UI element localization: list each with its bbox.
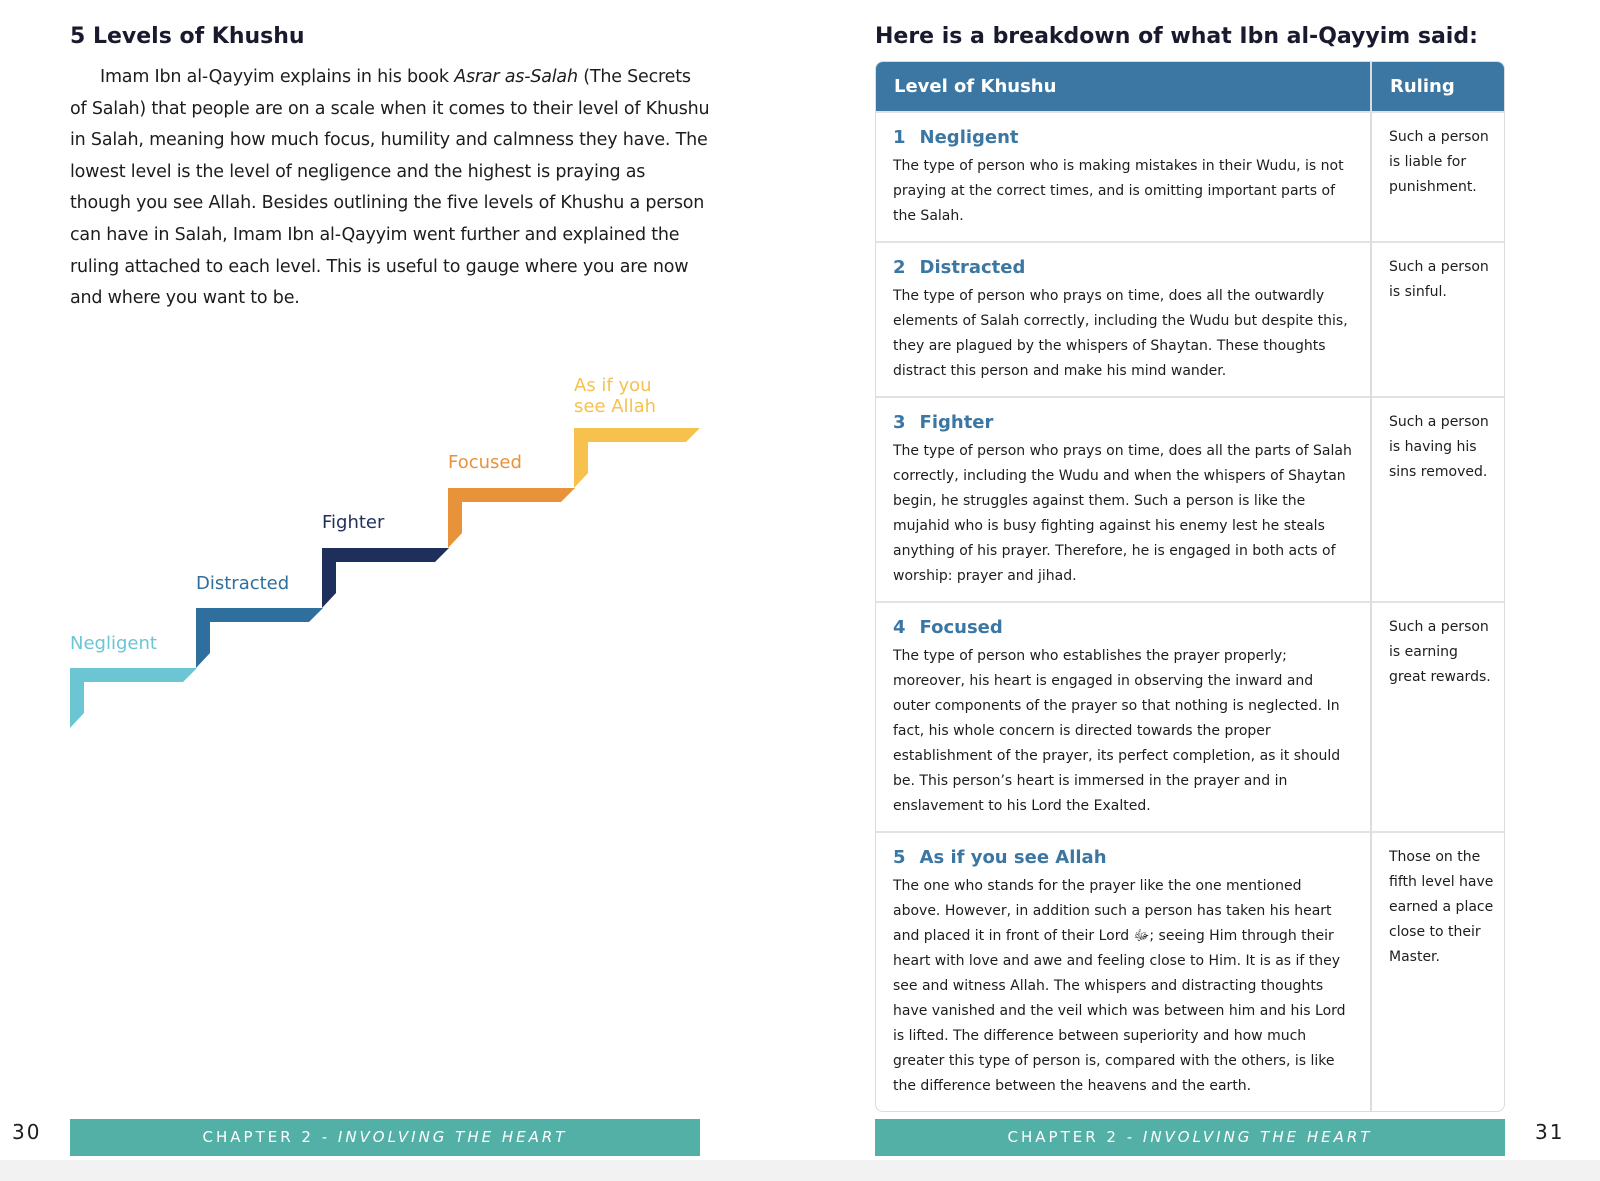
table-row: 1 Negligent The type of person who is maki… [876, 111, 1504, 241]
level-heading: 2 Distracted [893, 255, 1352, 280]
level-heading: 1 Negligent [893, 125, 1352, 150]
header-cell: Level of Khushu [876, 62, 1370, 111]
table-body: 1 Negligent The type of person who is maki… [876, 111, 1504, 1111]
stair-label: Negligent [70, 633, 157, 654]
chapter-subtitle: INVOLVING THE HEART [1142, 1128, 1373, 1146]
level-name: Negligent [919, 127, 1019, 148]
text: Imam Ibn al-Qayyim explains in his book [100, 67, 455, 87]
level-cell: 1 Negligent The type of person who is maki… [876, 111, 1370, 241]
table-row: 2 Distracted The type of person who prays … [876, 241, 1504, 396]
chapter-footer: CHAPTER 2 - INVOLVING THE HEART [70, 1119, 700, 1156]
header-cell: Ruling [1370, 62, 1504, 111]
stair-step [448, 488, 575, 548]
level-number: 5 [893, 847, 906, 868]
book-title: Asrar as-Salah [454, 67, 578, 87]
level-cell: 4 Focused The type of person who establish… [876, 601, 1370, 831]
level-cell: 5 As if you see Allah The one who stands f… [876, 831, 1370, 1111]
chapter: CHAPTER 2 - [202, 1128, 338, 1146]
table-row: 4 Focused The type of person who establish… [876, 601, 1504, 831]
khushu-table: Level of Khushu Ruling 1 Negligent The typ… [875, 61, 1505, 1112]
ruling-cell: Those on the fifth level have earned a p… [1370, 831, 1504, 1111]
ruling-cell: Such a person is having his sins removed… [1370, 396, 1504, 601]
bottom-strip [0, 1160, 1600, 1181]
level-name: Distracted [919, 257, 1026, 278]
stair-label: Focused [448, 452, 522, 473]
level-name: Focused [919, 617, 1003, 638]
stair-label: Fighter [322, 512, 385, 533]
text: (The Secrets of Salah) that people are o… [70, 67, 710, 309]
level-heading: 3 Fighter [893, 410, 1352, 435]
level-number: 3 [893, 412, 906, 433]
ruling-cell: Such a person is sinful. [1370, 241, 1504, 396]
intro-paragraph: Imam Ibn al-Qayyim explains in his book … [70, 62, 710, 315]
level-description: The type of person who establishes the p… [893, 648, 1341, 814]
page-number: 30 [12, 1120, 42, 1144]
level-number: 2 [893, 257, 906, 278]
stair-step [70, 668, 197, 728]
level-name: Fighter [919, 412, 994, 433]
ruling-cell: Such a person is earning great rewards. [1370, 601, 1504, 831]
stair-step [322, 548, 449, 608]
level-heading: 4 Focused [893, 615, 1352, 640]
level-number: 1 [893, 127, 906, 148]
staircase [70, 428, 700, 728]
chapter: CHAPTER 2 - [1007, 1128, 1143, 1146]
level-heading: 5 As if you see Allah [893, 845, 1352, 870]
table-row: 5 As if you see Allah The one who stands f… [876, 831, 1504, 1111]
chapter-footer: CHAPTER 2 - INVOLVING THE HEART [875, 1119, 1505, 1156]
right-title: Here is a breakdown of what Ibn al-Qayyi… [875, 24, 1478, 49]
level-number: 4 [893, 617, 906, 638]
ruling-cell: Such a person is liable for punishment. [1370, 111, 1504, 241]
level-name: As if you see Allah [919, 847, 1107, 868]
stair-label: Distracted [196, 573, 290, 594]
level-description: The type of person who is making mistake… [893, 158, 1344, 224]
level-description: The type of person who prays on time, do… [893, 288, 1348, 379]
stair-step [574, 428, 700, 488]
table-row: 3 Fighter The type of person who prays on … [876, 396, 1504, 601]
level-cell: 3 Fighter The type of person who prays on … [876, 396, 1370, 601]
header-row: Level of Khushu Ruling [876, 62, 1504, 111]
page-number: 31 [1535, 1120, 1565, 1144]
level-description: The one who stands for the prayer like t… [893, 878, 1346, 1094]
chapter-subtitle: INVOLVING THE HEART [337, 1128, 568, 1146]
level-cell: 2 Distracted The type of person who prays … [876, 241, 1370, 396]
stair-label: As if you see Allah [574, 375, 657, 417]
left-title: 5 Levels of Khushu [70, 24, 305, 49]
stair-step [196, 608, 323, 668]
level-description: The type of person who prays on time, do… [893, 443, 1352, 584]
